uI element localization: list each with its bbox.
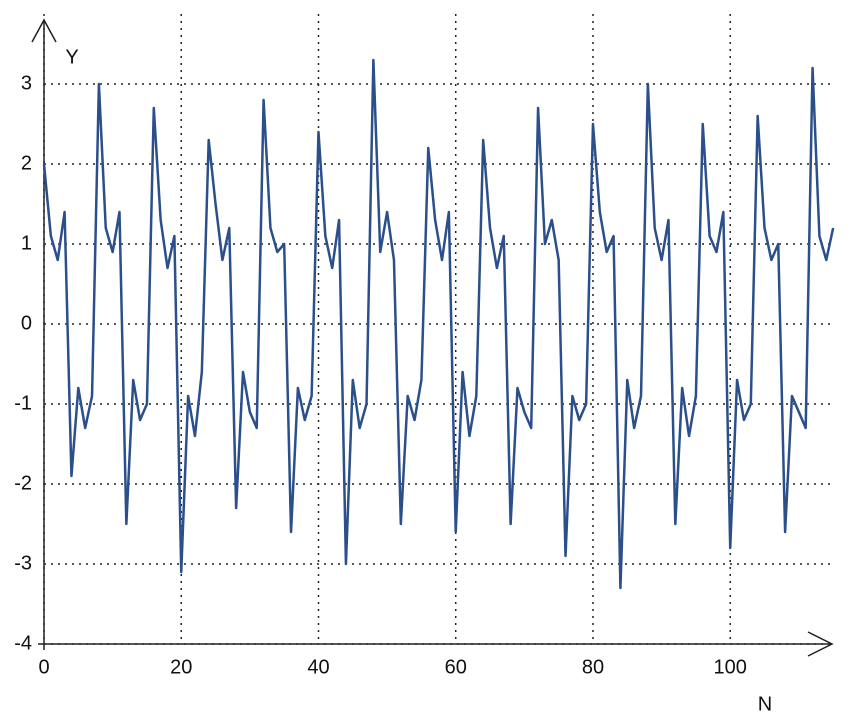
y-tick-label: 3 <box>21 72 32 94</box>
y-tick-label: -1 <box>14 392 32 414</box>
y-tick-label: -2 <box>14 472 32 494</box>
y-tick-label: 1 <box>21 232 32 254</box>
x-tick-label: 20 <box>170 656 192 678</box>
x-tick-label: 40 <box>307 656 329 678</box>
x-tick-label: 60 <box>445 656 467 678</box>
data-line <box>42 58 835 590</box>
x-axis-arrow <box>807 631 834 657</box>
y-axis-arrow <box>31 18 57 43</box>
y-tick-label: 2 <box>21 152 32 174</box>
x-tick-label: 100 <box>714 656 747 678</box>
y-tick-label: -3 <box>14 552 32 574</box>
x-tick-label: 0 <box>38 656 49 678</box>
x-tick-label: 80 <box>582 656 604 678</box>
y-axis-label: Y <box>65 46 78 68</box>
y-tick-label: -4 <box>14 632 32 654</box>
x-axis-label: N <box>758 693 772 715</box>
y-tick-label: 0 <box>21 312 32 334</box>
